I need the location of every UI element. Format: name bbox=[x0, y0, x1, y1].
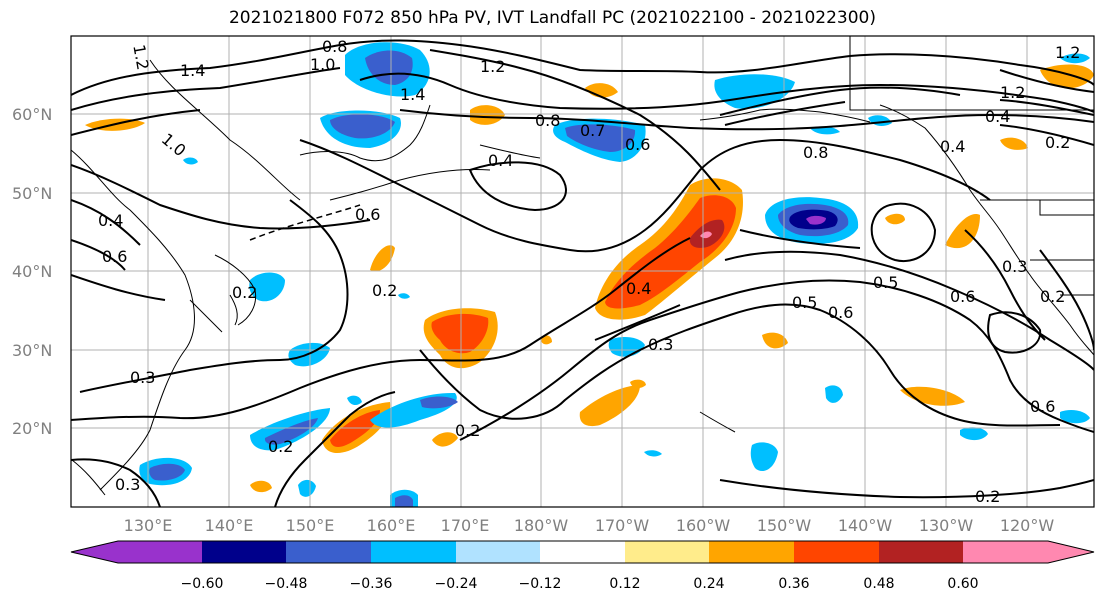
lon-label: 160°E bbox=[367, 516, 416, 535]
lon-label: 150°W bbox=[757, 516, 812, 535]
lon-label: 140°E bbox=[205, 516, 254, 535]
lat-label: 60°N bbox=[12, 105, 52, 124]
colorbar-tick-label: 0.24 bbox=[693, 576, 724, 592]
contour-label: 0.4 bbox=[626, 279, 651, 298]
colorbar-outline bbox=[70, 540, 1095, 564]
colorbar-swatch bbox=[286, 541, 371, 563]
contour-label: 0.2 bbox=[975, 487, 1000, 506]
colorbar-swatch bbox=[625, 541, 709, 563]
graticule bbox=[71, 36, 1094, 507]
contour-label: 0.6 bbox=[355, 205, 380, 224]
colorbar-swatch bbox=[456, 541, 540, 563]
contour-label: 0.3 bbox=[115, 475, 140, 494]
contour-label: 0.8 bbox=[535, 111, 560, 130]
latitude-labels: 60°N 50°N 40°N 30°N 20°N bbox=[12, 105, 52, 438]
colorbar: −0.60 −0.48 −0.36 −0.24 −0.12 0.12 0.24 … bbox=[70, 540, 1095, 592]
contour-label: 1.2 bbox=[1055, 43, 1080, 62]
colorbar-tick-label: 0.60 bbox=[947, 576, 978, 592]
lon-label: 130°E bbox=[124, 516, 173, 535]
lon-label: 120°W bbox=[1000, 516, 1055, 535]
contour-label: 0.8 bbox=[322, 37, 347, 56]
pv-contours bbox=[71, 39, 1094, 507]
contour-label: 0.2 bbox=[1045, 133, 1070, 152]
colorbar-tick-label: −0.36 bbox=[350, 576, 393, 592]
contour-label: 1.4 bbox=[180, 61, 205, 80]
contour-label: 0.2 bbox=[372, 281, 397, 300]
colorbar-ticks: −0.60 −0.48 −0.36 −0.24 −0.12 0.12 0.24 … bbox=[181, 576, 979, 592]
lat-label: 40°N bbox=[12, 262, 52, 281]
colorbar-tick-label: 0.36 bbox=[778, 576, 809, 592]
contour-label: 0.3 bbox=[1002, 257, 1027, 276]
lat-label: 30°N bbox=[12, 341, 52, 360]
colorbar-tick-label: −0.48 bbox=[265, 576, 308, 592]
colorbar-swatch bbox=[794, 541, 879, 563]
lat-label: 20°N bbox=[12, 419, 52, 438]
map-title: 2021021800 F072 850 hPa PV, IVT Landfall… bbox=[228, 8, 876, 28]
colorbar-swatch bbox=[963, 541, 1094, 563]
colorbar-swatch bbox=[709, 541, 794, 563]
contour-label: 0.6 bbox=[102, 247, 127, 266]
coastlines bbox=[71, 36, 1094, 496]
lat-label: 50°N bbox=[12, 184, 52, 203]
colorbar-swatch bbox=[879, 541, 963, 563]
contour-label: 0.4 bbox=[98, 211, 123, 230]
lon-label: 140°W bbox=[838, 516, 893, 535]
contour-label: 0.2 bbox=[455, 421, 480, 440]
map-panel: 1.2 1.4 0.8 1.0 1.2 1.4 1.0 0.8 0.7 0.6 … bbox=[71, 36, 1094, 507]
pv-shading bbox=[85, 42, 1094, 507]
colorbar-tick-label: 0.12 bbox=[609, 576, 640, 592]
contour-label: 0.4 bbox=[985, 107, 1010, 126]
contour-label: 0.5 bbox=[873, 273, 898, 292]
contour-label: 0.2 bbox=[268, 437, 293, 456]
colorbar-tick-label: −0.60 bbox=[181, 576, 224, 592]
contour-label: 0.3 bbox=[648, 335, 673, 354]
contour-label: 1.2 bbox=[480, 57, 505, 76]
colorbar-tick-label: −0.12 bbox=[519, 576, 562, 592]
contour-label: 1.0 bbox=[310, 55, 335, 74]
contour-label: 0.7 bbox=[580, 121, 605, 140]
lon-label: 160°W bbox=[676, 516, 731, 535]
contour-labels: 1.2 1.4 0.8 1.0 1.2 1.4 1.0 0.8 0.7 0.6 … bbox=[98, 37, 1080, 506]
contour-label: 0.6 bbox=[1030, 397, 1055, 416]
colorbar-swatch bbox=[118, 541, 202, 563]
colorbar-tick-label: −0.24 bbox=[435, 576, 478, 592]
contour-label: 0.2 bbox=[232, 283, 257, 302]
map-frame bbox=[70, 35, 1095, 508]
contour-label: 0.2 bbox=[1040, 287, 1065, 306]
contour-label: 1.2 bbox=[129, 43, 152, 71]
colorbar-swatches bbox=[70, 540, 1095, 564]
lon-label: 180°W bbox=[514, 516, 569, 535]
contour-label: 0.6 bbox=[828, 303, 853, 322]
colorbar-swatch bbox=[71, 541, 118, 563]
colorbar-swatch bbox=[540, 541, 625, 563]
lon-label: 150°E bbox=[286, 516, 335, 535]
longitude-labels: 130°E 140°E 150°E 160°E 170°E 180°W 170°… bbox=[124, 516, 1055, 535]
contour-label: 0.4 bbox=[940, 137, 965, 156]
colorbar-swatch bbox=[371, 541, 456, 563]
contour-label: 1.4 bbox=[400, 85, 425, 104]
contour-label: 0.5 bbox=[792, 293, 817, 312]
colorbar-tick-label: 0.48 bbox=[863, 576, 894, 592]
pv-contours-thin bbox=[249, 204, 361, 241]
contour-label: 0.6 bbox=[625, 135, 650, 154]
lon-label: 130°W bbox=[919, 516, 974, 535]
lon-label: 170°W bbox=[595, 516, 650, 535]
contour-label: 0.6 bbox=[950, 287, 975, 306]
colorbar-swatch bbox=[202, 541, 286, 563]
contour-label: 0.4 bbox=[488, 151, 513, 170]
contour-label: 0.3 bbox=[130, 368, 155, 387]
lon-label: 170°E bbox=[441, 516, 490, 535]
contour-label: 0.8 bbox=[803, 143, 828, 162]
contour-label: 1.2 bbox=[1000, 83, 1025, 102]
